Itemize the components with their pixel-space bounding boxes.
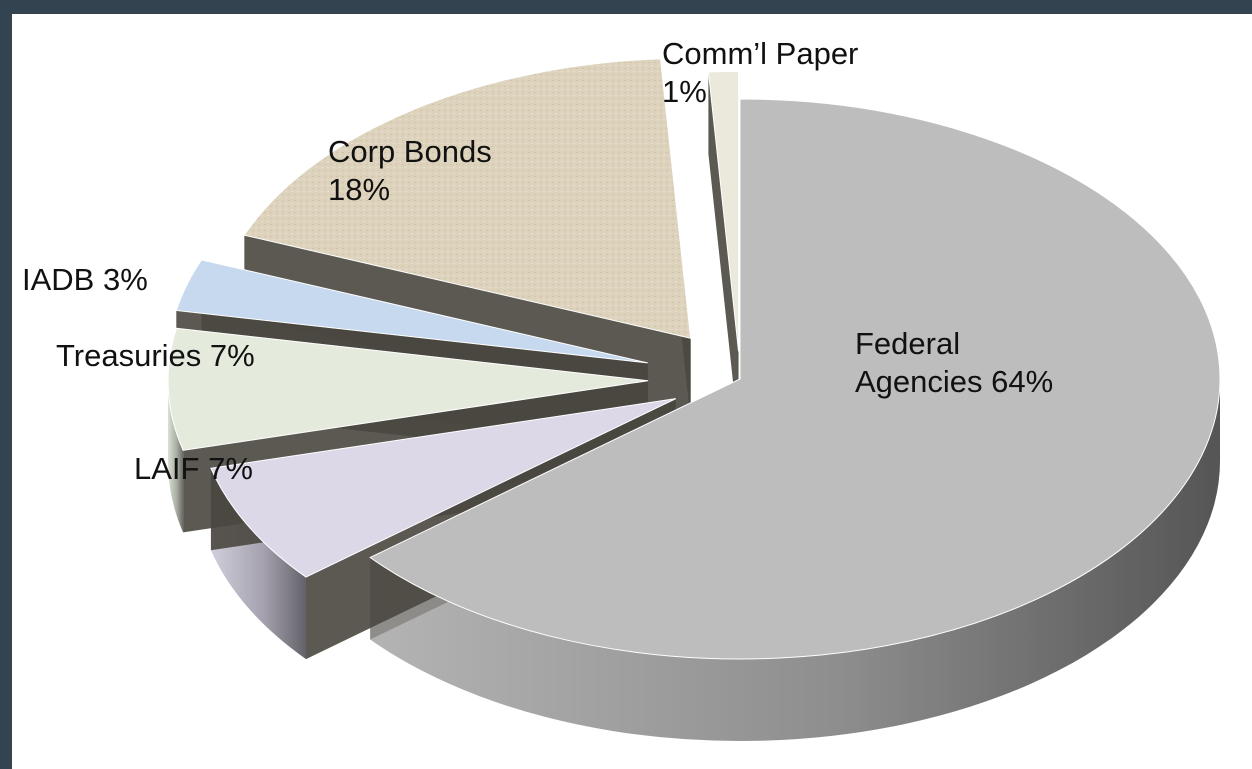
pie-chart: Federal Agencies 64% LAIF 7% Treasuries 7% I…	[22, 36, 1221, 742]
slice-side-comm	[708, 71, 739, 434]
slice-label-corp: Corp Bonds 18%	[328, 134, 492, 207]
slice-label-federal: Federal Agencies 64%	[855, 326, 1053, 399]
slice-comm	[707, 70, 740, 352]
slice-laif	[210, 398, 677, 578]
slice-label-treasuries: Treasuries 7%	[56, 338, 255, 373]
chart-canvas: Federal Agencies 64% LAIF 7% Treasuries 7% I…	[12, 14, 1252, 769]
slice-federal	[369, 98, 1221, 660]
slice-label-laif: LAIF 7%	[134, 451, 253, 486]
slice-corp	[243, 58, 692, 339]
slice-iadb	[175, 259, 648, 364]
slice-label-comm: Comm’l Paper 1%	[662, 36, 858, 109]
slice-label-iadb: IADB 3%	[22, 262, 148, 297]
slice-treasuries	[167, 327, 649, 451]
